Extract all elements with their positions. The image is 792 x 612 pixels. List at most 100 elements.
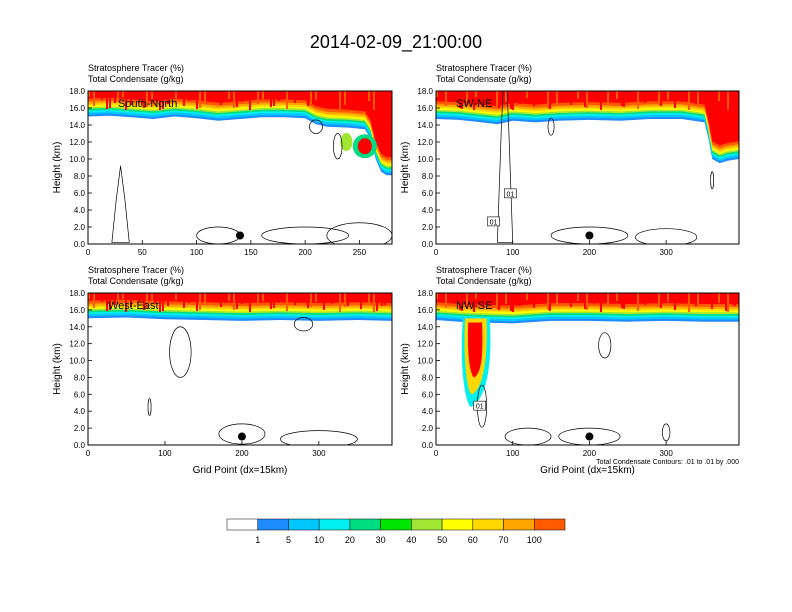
tracer-stripes — [88, 293, 391, 312]
tracer-stripe — [199, 91, 201, 108]
tracer-stripe — [452, 293, 454, 302]
tracer-stripe — [496, 91, 498, 107]
tracer-stripe — [188, 91, 190, 101]
tracer-stripe — [381, 91, 383, 104]
y-tick-label: 14.0 — [417, 121, 433, 130]
tracer-stripe — [122, 293, 124, 299]
panel-label: South-North — [118, 98, 177, 110]
x-tick-label: 200 — [583, 248, 597, 257]
plot-frame — [87, 90, 393, 245]
x-tick-label: 200 — [583, 449, 597, 458]
y-tick-label: 10.0 — [417, 155, 433, 164]
tracer-stripe — [143, 91, 145, 108]
tracer-stripe — [257, 91, 259, 104]
tracer-stripe — [704, 293, 706, 301]
plot-frame — [87, 292, 393, 446]
tracer-stripe — [241, 91, 243, 102]
tracer-stripe — [336, 293, 338, 299]
tracer-stripe — [106, 293, 108, 311]
y-tick-label: 18.0 — [417, 87, 433, 96]
tracer-stripe — [496, 293, 498, 309]
y-axis-label: Height (km) — [52, 343, 63, 395]
y-tick-label: 8.0 — [422, 373, 434, 382]
colorbar-label: 5 — [286, 535, 291, 545]
tracer-stripe — [593, 293, 595, 304]
tracer-stripe — [336, 91, 338, 97]
contour-label-box — [504, 188, 517, 199]
tracer-stripe — [533, 91, 535, 106]
tracer-stripe — [711, 293, 713, 309]
colorbar-swatch — [472, 518, 504, 531]
tracer-stripe — [607, 91, 609, 104]
y-tick-label: 2.0 — [422, 424, 434, 433]
tracer-stripe — [540, 293, 542, 302]
y-tick-label: 10.0 — [417, 357, 433, 366]
tracer-stripe — [526, 91, 528, 98]
tracer-stripe — [294, 293, 296, 305]
contour-label: 01 — [507, 191, 515, 198]
tracer-stripe — [88, 293, 90, 299]
tracer-stripe — [498, 91, 500, 108]
x-axis: 0 100 200 300 — [434, 240, 673, 257]
condensate-contour — [550, 226, 629, 244]
tracer-stripe — [734, 91, 736, 104]
panel-header-condensate: Total Condensate (g/kg) — [436, 74, 532, 84]
tracer-stripe — [512, 293, 514, 312]
colorbar-swatch — [503, 518, 535, 531]
y-tick-label: 10.0 — [69, 155, 85, 164]
y-tick-label: 10.0 — [69, 357, 85, 366]
tracer-stripe — [339, 91, 341, 110]
condensate-contour — [497, 91, 514, 243]
tracer-stripe — [503, 91, 505, 101]
panel-header-tracer: Stratosphere Tracer (%) — [436, 63, 532, 73]
tracer-stripe — [727, 293, 729, 312]
tracer-stripe — [368, 91, 370, 101]
tracer-stripe — [159, 91, 161, 110]
tracer-stripe — [658, 293, 660, 307]
condensate-contour — [547, 117, 555, 136]
tracer-stripe — [225, 293, 227, 302]
tracer-stripe — [212, 91, 214, 97]
tracer-stripe — [542, 91, 544, 101]
panel-header-condensate: Total Condensate (g/kg) — [88, 74, 184, 84]
tracer-stripe — [445, 91, 447, 106]
tracer-stripe — [101, 293, 103, 302]
plot-frame — [435, 90, 740, 245]
tracer-stripe — [556, 293, 558, 305]
tracer-stripe — [697, 91, 699, 105]
tracer-stripe — [644, 91, 646, 103]
tracer-stripe — [482, 91, 484, 105]
tracer-stripe — [196, 293, 198, 311]
location-marker — [585, 432, 594, 441]
tracer-stripe — [577, 293, 579, 301]
tracer-stripe — [660, 293, 662, 308]
tracer-stripe — [438, 91, 440, 98]
y-tick-label: 2.0 — [74, 424, 86, 433]
x-tick-label: 0 — [86, 449, 91, 458]
tracer-stripe — [228, 293, 230, 301]
tracer-stripe — [278, 293, 280, 303]
chart-panel-4: Stratosphere Tracer (%)Total Condensate … — [400, 265, 740, 476]
tracer-stripe — [220, 91, 222, 105]
tracer-stripe — [236, 91, 238, 107]
y-tick-label: 4.0 — [74, 206, 86, 215]
tracer-stripe — [637, 91, 639, 109]
x-tick-label: 300 — [312, 449, 326, 458]
chart-panel-2: Stratosphere Tracer (%)Total Condensate … — [400, 63, 740, 257]
tracer-stripe — [175, 293, 177, 300]
y-tick-label: 0.0 — [422, 441, 434, 450]
tracer-stripe — [307, 293, 309, 308]
tracer-stripe — [188, 293, 190, 303]
y-axis: 0.0 2.0 4.0 6.0 8.0 10.0 12.0 14.0 16.0 18.0 Heigh… — [400, 87, 440, 249]
tracer-stripe — [162, 293, 164, 311]
condensate-contour — [169, 326, 192, 378]
tracer-stripe — [352, 91, 354, 99]
tracer-stripe — [600, 293, 602, 312]
y-tick-label: 18.0 — [69, 87, 85, 96]
tracer-stripe — [381, 293, 383, 306]
tracer-stripe — [307, 91, 309, 106]
colorbar-swatch — [411, 518, 443, 531]
tracer-stripe — [651, 293, 653, 299]
tracer-stripe — [299, 293, 301, 300]
tracer-stripe — [637, 293, 639, 311]
